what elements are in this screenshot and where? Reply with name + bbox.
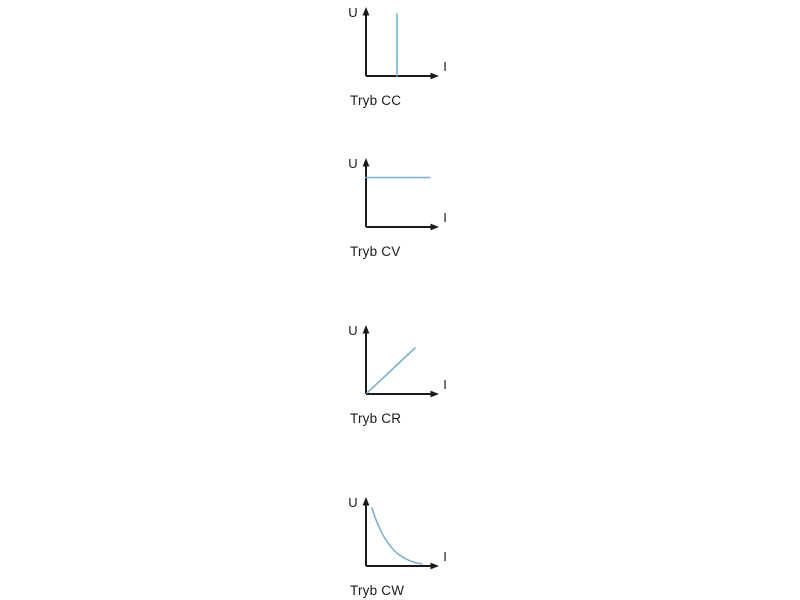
x-axis-label: I xyxy=(443,377,447,392)
x-axis-arrow-icon xyxy=(430,72,439,80)
chart-tryb-cw-plot: U I xyxy=(348,495,447,570)
data-curve-constant-resistance xyxy=(366,347,416,394)
x-axis-arrow-icon xyxy=(430,223,439,231)
y-axis-arrow-icon xyxy=(362,325,370,334)
chart-tryb-cr: U I Tryb CR xyxy=(340,320,480,426)
chart-caption-tryb-cv: Tryb CV xyxy=(350,244,401,259)
chart-tryb-cr-plot: U I xyxy=(348,323,447,398)
y-axis-label: U xyxy=(348,156,357,171)
y-axis-label: U xyxy=(348,323,357,338)
chart-caption-tryb-cw: Tryb CW xyxy=(350,583,405,598)
chart-caption-tryb-cc: Tryb CC xyxy=(350,93,402,108)
y-axis-arrow-icon xyxy=(362,158,370,167)
chart-tryb-cc: U I Tryb CC xyxy=(340,2,480,108)
data-curve-constant-power xyxy=(371,507,423,565)
x-axis-label: I xyxy=(443,210,447,225)
y-axis-arrow-icon xyxy=(362,7,370,16)
y-axis-label: U xyxy=(348,5,357,20)
chart-tryb-cv-plot: U I xyxy=(348,156,447,231)
chart-caption-tryb-cr: Tryb CR xyxy=(350,411,402,426)
chart-tryb-cw: U I Tryb CW xyxy=(340,492,480,598)
y-axis-label: U xyxy=(348,495,357,510)
x-axis-arrow-icon xyxy=(430,562,439,570)
y-axis-arrow-icon xyxy=(362,497,370,506)
x-axis-label: I xyxy=(443,59,447,74)
x-axis-arrow-icon xyxy=(430,390,439,398)
x-axis-label: I xyxy=(443,549,447,564)
chart-tryb-cc-plot: U I xyxy=(348,5,447,80)
chart-tryb-cv: U I Tryb CV xyxy=(340,153,480,259)
